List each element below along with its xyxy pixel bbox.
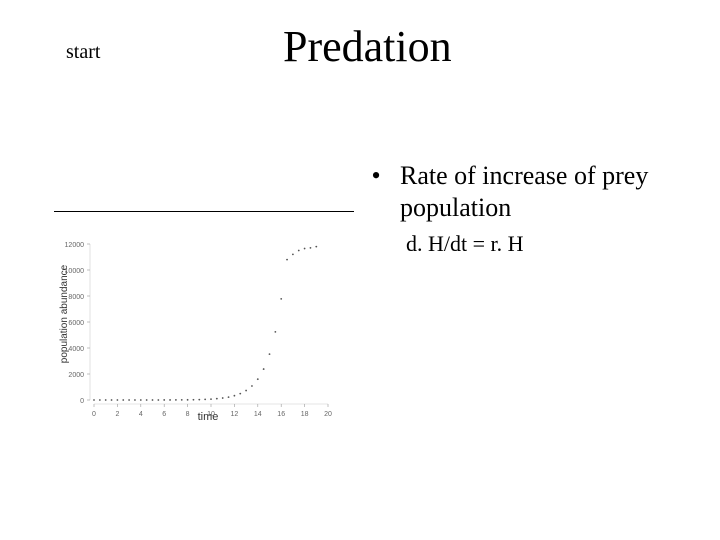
data-point: [134, 399, 136, 401]
slide-title: Predation: [283, 22, 452, 71]
data-point: [227, 396, 230, 399]
data-point: [122, 399, 125, 401]
bullet-icon: •: [371, 161, 381, 190]
divider-line: [54, 211, 354, 212]
bullet-item: • Rate of increase of prey population: [366, 160, 706, 224]
y-tick-label: 12000: [65, 242, 85, 249]
data-point: [98, 399, 101, 401]
data-point: [221, 397, 224, 399]
data-point: [175, 399, 177, 401]
data-point: [233, 394, 236, 397]
data-point: [245, 389, 248, 392]
data-point: [151, 399, 154, 401]
data-point: [93, 399, 95, 401]
y-tick-label: 0: [80, 398, 84, 405]
data-point: [215, 397, 218, 400]
data-point: [239, 392, 242, 395]
data-point: [286, 258, 288, 261]
data-point: [297, 249, 300, 252]
x-tick-label: 12: [231, 411, 239, 418]
equation-text: d. H/dt = r. H: [406, 231, 524, 256]
data-point: [169, 399, 171, 401]
data-point: [163, 399, 166, 401]
data-point: [280, 297, 283, 300]
y-tick-label: 6000: [68, 320, 84, 327]
data-point: [274, 330, 277, 333]
data-point: [180, 398, 183, 401]
data-point: [116, 399, 119, 401]
data-point: [186, 398, 189, 401]
population-chart: population abundance time 0 2000 4000 6000 8…: [40, 222, 350, 432]
data-point: [145, 399, 148, 401]
data-point: [104, 399, 107, 401]
bullet-text: Rate of increase of prey population: [400, 161, 649, 222]
start-link[interactable]: start: [66, 41, 101, 63]
data-point: [198, 398, 201, 401]
x-tick-label: 8: [186, 411, 190, 418]
data-point: [262, 368, 265, 370]
x-tick-label: 10: [207, 411, 215, 418]
y-tick-label: 10000: [65, 268, 85, 275]
data-point: [315, 245, 318, 248]
y-axis-label: population abundance: [59, 264, 70, 363]
x-tick-label: 0: [92, 411, 96, 418]
data-point: [251, 385, 253, 387]
data-point: [157, 399, 160, 401]
x-tick-label: 20: [324, 411, 332, 418]
data-point: [309, 247, 312, 249]
y-tick-label: 8000: [68, 294, 84, 301]
data-point: [192, 398, 195, 401]
x-tick-label: 16: [277, 411, 285, 418]
data-point: [128, 399, 130, 401]
data-point: [204, 398, 207, 401]
x-tick-label: 18: [301, 411, 309, 418]
chart-svg: population abundance time 0 2000 4000 6000 8…: [59, 242, 332, 423]
data-point: [292, 253, 294, 256]
data-point: [256, 378, 259, 381]
bullet-list: • Rate of increase of prey population d.…: [366, 160, 706, 258]
y-tick-label: 4000: [68, 346, 84, 353]
x-axis-label: time: [198, 411, 219, 423]
data-point: [110, 399, 113, 401]
x-tick-label: 14: [254, 411, 262, 418]
x-tick-label: 4: [139, 411, 143, 418]
x-tick-label: 2: [115, 411, 119, 418]
y-tick-label: 2000: [68, 372, 84, 379]
data-point: [139, 399, 142, 401]
data-point: [210, 398, 212, 401]
data-point: [303, 247, 306, 250]
x-tick-label: 6: [162, 411, 166, 418]
data-point: [268, 353, 271, 356]
